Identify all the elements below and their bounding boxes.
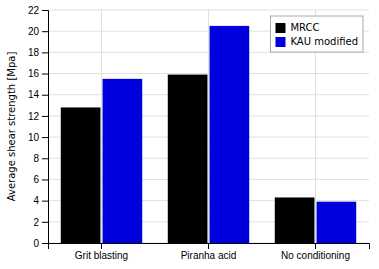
tick-mark xyxy=(42,52,48,53)
tick-mark xyxy=(42,243,48,244)
tick-mark xyxy=(42,201,48,202)
grid xyxy=(48,10,369,243)
tick-mark xyxy=(42,137,48,138)
tick: 0 xyxy=(33,238,48,249)
bar xyxy=(103,79,143,243)
chart: Grit blasting Piranha acid No conditioning… xyxy=(0,0,379,269)
series xyxy=(103,26,357,243)
tick-label: 8 xyxy=(33,153,39,164)
tick-label: 10 xyxy=(28,132,40,143)
bars xyxy=(61,26,356,243)
axis-line xyxy=(49,244,370,250)
tick-mark xyxy=(208,243,209,249)
legend-label: KAU modified xyxy=(290,36,358,47)
legend-box xyxy=(270,16,363,52)
tick-mark xyxy=(101,243,102,249)
tick-label: 22 xyxy=(28,5,40,16)
legend-swatch xyxy=(275,37,285,47)
tick: 20 xyxy=(28,26,48,37)
bar xyxy=(317,202,357,243)
bar xyxy=(61,107,101,243)
tick-mark xyxy=(42,222,48,223)
tick-label: 20 xyxy=(28,26,40,37)
tick-label: 12 xyxy=(28,111,40,122)
tick-label: 2 xyxy=(33,217,39,228)
legend: MRCC KAU modified xyxy=(270,16,363,52)
tick: 22 xyxy=(28,5,48,16)
tick-label: Piranha acid xyxy=(181,250,237,261)
y-axis: 0 2 4 6 8 10 12 14 16 18 20 22 xyxy=(28,5,49,249)
axis-line xyxy=(42,11,49,244)
tick: No conditioning xyxy=(281,243,350,261)
grid-line xyxy=(101,10,102,243)
bar xyxy=(275,197,315,243)
tick: 16 xyxy=(28,68,48,79)
tick-mark xyxy=(42,116,48,117)
tick-label: 4 xyxy=(33,195,39,206)
tick: 6 xyxy=(33,174,48,185)
tick: 4 xyxy=(33,195,48,206)
tick: 18 xyxy=(28,47,48,58)
tick: Piranha acid xyxy=(181,243,237,261)
tick: 14 xyxy=(28,89,48,100)
tick: 10 xyxy=(28,132,48,143)
tick: 8 xyxy=(33,153,48,164)
tick-mark xyxy=(42,158,48,159)
grid-line xyxy=(208,10,209,243)
plot: Grit blasting Piranha acid No conditioning… xyxy=(28,5,370,261)
tick-label: 6 xyxy=(33,174,39,185)
tick-mark xyxy=(42,179,48,180)
tick-label: 14 xyxy=(28,89,40,100)
tick-mark xyxy=(315,243,316,249)
tick-mark xyxy=(42,10,48,11)
tick-mark xyxy=(42,74,48,75)
tick-label: 16 xyxy=(28,68,40,79)
tick-label: 18 xyxy=(28,47,40,58)
tick: Grit blasting xyxy=(75,243,128,261)
legend-label: MRCC xyxy=(290,22,319,33)
tick-label: No conditioning xyxy=(281,250,350,261)
tick: 12 xyxy=(28,111,48,122)
series xyxy=(61,75,315,243)
x-axis: Grit blasting Piranha acid No conditioning xyxy=(49,243,370,261)
tick-mark xyxy=(42,31,48,32)
tick-label: Grit blasting xyxy=(75,250,128,261)
legend-swatch xyxy=(275,23,285,33)
bar xyxy=(168,75,208,243)
axis-title: Average shear strength [Mpa] xyxy=(6,52,17,202)
tick: 2 xyxy=(33,217,48,228)
bar xyxy=(210,26,250,243)
tick-label: 0 xyxy=(33,238,39,249)
tick-mark xyxy=(42,95,48,96)
